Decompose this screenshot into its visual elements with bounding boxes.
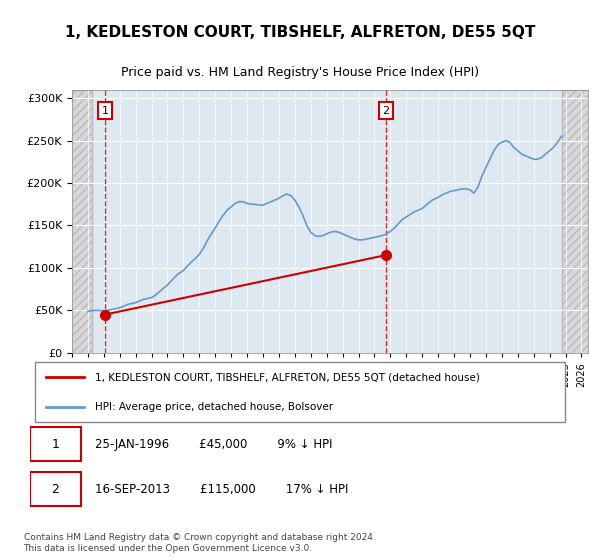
Text: 25-JAN-1996        £45,000        9% ↓ HPI: 25-JAN-1996 £45,000 9% ↓ HPI: [95, 438, 332, 451]
Bar: [72, 90, 92, 353]
FancyBboxPatch shape: [35, 362, 565, 422]
Bar: [562, 90, 588, 353]
Bar: [72, 90, 92, 353]
Text: 1, KEDLESTON COURT, TIBSHELF, ALFRETON, DE55 5QT: 1, KEDLESTON COURT, TIBSHELF, ALFRETON, …: [65, 25, 535, 40]
Text: 1, KEDLESTON COURT, TIBSHELF, ALFRETON, DE55 5QT (detached house): 1, KEDLESTON COURT, TIBSHELF, ALFRETON, …: [95, 372, 479, 382]
Text: 1: 1: [52, 438, 59, 451]
Text: 1: 1: [101, 106, 109, 116]
Text: Price paid vs. HM Land Registry's House Price Index (HPI): Price paid vs. HM Land Registry's House …: [121, 66, 479, 78]
Text: Contains HM Land Registry data © Crown copyright and database right 2024.
This d: Contains HM Land Registry data © Crown c…: [23, 533, 375, 553]
Text: 2: 2: [52, 483, 59, 496]
Text: 16-SEP-2013        £115,000        17% ↓ HPI: 16-SEP-2013 £115,000 17% ↓ HPI: [95, 483, 348, 496]
FancyBboxPatch shape: [30, 472, 82, 506]
Text: HPI: Average price, detached house, Bolsover: HPI: Average price, detached house, Bols…: [95, 402, 333, 412]
FancyBboxPatch shape: [30, 427, 82, 461]
Text: 2: 2: [382, 106, 389, 116]
